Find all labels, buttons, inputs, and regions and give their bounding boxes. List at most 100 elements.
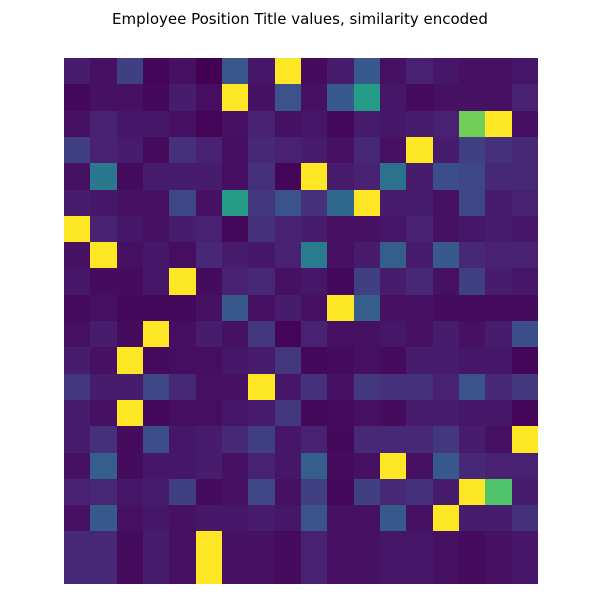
heatmap-cell bbox=[64, 163, 90, 190]
heatmap-cell bbox=[459, 479, 485, 505]
heatmap-cell bbox=[196, 84, 222, 111]
heatmap-cell bbox=[196, 58, 222, 84]
heatmap-cell bbox=[222, 268, 248, 295]
heatmap-cell bbox=[222, 505, 248, 531]
heatmap-cell bbox=[64, 242, 90, 268]
heatmap-cell bbox=[248, 426, 275, 453]
heatmap-cell bbox=[301, 295, 327, 321]
heatmap-cell bbox=[248, 58, 275, 84]
heatmap-cell bbox=[485, 137, 512, 163]
heatmap-cell bbox=[327, 374, 354, 400]
heatmap-cell bbox=[512, 374, 538, 400]
heatmap-cell bbox=[64, 426, 90, 453]
heatmap-cell bbox=[512, 190, 538, 216]
heatmap-cell bbox=[222, 479, 248, 505]
heatmap-cell bbox=[248, 531, 275, 558]
heatmap-cell bbox=[301, 84, 327, 111]
heatmap-cell bbox=[169, 453, 196, 479]
heatmap-cell bbox=[406, 426, 433, 453]
heatmap-cell bbox=[354, 111, 380, 137]
heatmap-cell bbox=[169, 190, 196, 216]
heatmap-cell bbox=[354, 163, 380, 190]
heatmap-cell bbox=[512, 84, 538, 111]
heatmap-cell bbox=[64, 295, 90, 321]
heatmap-cell bbox=[90, 216, 117, 242]
heatmap-cell bbox=[301, 111, 327, 137]
heatmap-cell bbox=[433, 111, 459, 137]
heatmap-cell bbox=[512, 242, 538, 268]
heatmap-cell bbox=[90, 400, 117, 426]
heatmap-cell bbox=[196, 426, 222, 453]
heatmap-cell bbox=[354, 479, 380, 505]
heatmap-cell bbox=[327, 84, 354, 111]
heatmap-cell bbox=[459, 163, 485, 190]
heatmap-cell bbox=[380, 453, 406, 479]
heatmap-cell bbox=[143, 295, 169, 321]
heatmap-cell bbox=[143, 58, 169, 84]
heatmap-cell bbox=[64, 479, 90, 505]
heatmap-cell bbox=[169, 295, 196, 321]
heatmap-cell bbox=[222, 242, 248, 268]
heatmap-cell bbox=[90, 163, 117, 190]
heatmap-cell bbox=[433, 242, 459, 268]
heatmap-cell bbox=[64, 190, 90, 216]
heatmap-cell bbox=[327, 190, 354, 216]
heatmap-cell bbox=[64, 216, 90, 242]
heatmap-cell bbox=[196, 295, 222, 321]
heatmap-cell bbox=[433, 400, 459, 426]
heatmap-cell bbox=[485, 268, 512, 295]
heatmap-cell bbox=[354, 321, 380, 347]
heatmap-cell bbox=[406, 347, 433, 374]
heatmap-cell bbox=[64, 137, 90, 163]
heatmap-cell bbox=[433, 84, 459, 111]
heatmap-cell bbox=[354, 216, 380, 242]
heatmap-cell bbox=[275, 347, 301, 374]
heatmap-cell bbox=[459, 268, 485, 295]
heatmap-cell bbox=[433, 321, 459, 347]
heatmap-cell bbox=[380, 374, 406, 400]
heatmap-cell bbox=[380, 216, 406, 242]
heatmap-cell bbox=[459, 453, 485, 479]
heatmap-cell bbox=[117, 453, 143, 479]
heatmap-cell bbox=[169, 321, 196, 347]
heatmap-cell bbox=[485, 242, 512, 268]
heatmap-cell bbox=[169, 531, 196, 558]
heatmap-cell bbox=[301, 531, 327, 558]
heatmap-cell bbox=[64, 111, 90, 137]
heatmap-cell bbox=[301, 321, 327, 347]
heatmap-cell bbox=[90, 531, 117, 558]
heatmap-cell bbox=[222, 426, 248, 453]
heatmap-cell bbox=[512, 505, 538, 531]
heatmap-cell bbox=[169, 58, 196, 84]
heatmap-cell bbox=[354, 400, 380, 426]
heatmap-cell bbox=[169, 558, 196, 584]
heatmap-cell bbox=[301, 268, 327, 295]
heatmap-cell bbox=[90, 58, 117, 84]
heatmap-cell bbox=[512, 268, 538, 295]
heatmap-cell bbox=[512, 400, 538, 426]
heatmap-cell bbox=[433, 58, 459, 84]
heatmap-cell bbox=[459, 321, 485, 347]
heatmap-cell bbox=[169, 426, 196, 453]
heatmap-cell bbox=[459, 426, 485, 453]
heatmap-cell bbox=[327, 268, 354, 295]
heatmap-cell bbox=[485, 374, 512, 400]
heatmap-cell bbox=[406, 558, 433, 584]
heatmap-cell bbox=[117, 505, 143, 531]
heatmap-cell bbox=[301, 558, 327, 584]
heatmap-cell bbox=[143, 84, 169, 111]
heatmap-cell bbox=[117, 84, 143, 111]
heatmap-cell bbox=[512, 426, 538, 453]
heatmap-cell bbox=[354, 268, 380, 295]
heatmap-cell bbox=[354, 295, 380, 321]
heatmap-cell bbox=[327, 479, 354, 505]
heatmap-cell bbox=[380, 137, 406, 163]
heatmap-cell bbox=[222, 137, 248, 163]
heatmap-cell bbox=[222, 400, 248, 426]
heatmap-cell bbox=[275, 295, 301, 321]
heatmap-cell bbox=[90, 479, 117, 505]
heatmap-cell bbox=[248, 190, 275, 216]
heatmap-cell bbox=[90, 295, 117, 321]
heatmap-cell bbox=[327, 111, 354, 137]
heatmap-cell bbox=[459, 216, 485, 242]
